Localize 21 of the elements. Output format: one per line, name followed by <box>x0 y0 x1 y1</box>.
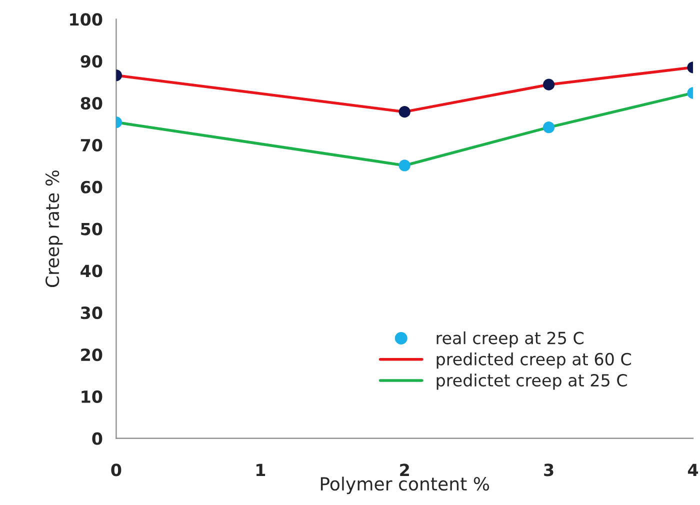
y-tick-label: 90 <box>80 55 102 68</box>
x-tick-label: 1 <box>256 464 266 476</box>
y-tick-label: 10 <box>82 390 102 403</box>
y-tick-label: 40 <box>80 264 102 278</box>
y-tick-label: 0 <box>92 432 102 445</box>
y-tick-label: 100 <box>70 13 102 26</box>
y-tick-label: 70 <box>80 138 102 152</box>
legend-label: predictet creep at 25 C <box>436 374 627 390</box>
x-tick-label: 0 <box>111 464 122 476</box>
y-tick-label: 80 <box>80 96 102 110</box>
x-tick-label: 4 <box>688 464 698 476</box>
y-tick-label: 30 <box>80 306 102 320</box>
x-tick-label: 3 <box>544 464 554 476</box>
legend-label: predicted creep at 60 C <box>436 352 631 369</box>
y-tick-label: 50 <box>81 222 102 236</box>
y-axis-title: Creep rate % <box>46 170 63 288</box>
y-tick-label: 20 <box>81 348 102 362</box>
x-axis-title: Polymer content % <box>320 476 490 494</box>
x-tick-label: 2 <box>400 464 409 476</box>
y-tick-label: 60 <box>80 180 102 194</box>
legend-label: real creep at 25 C <box>436 331 584 348</box>
